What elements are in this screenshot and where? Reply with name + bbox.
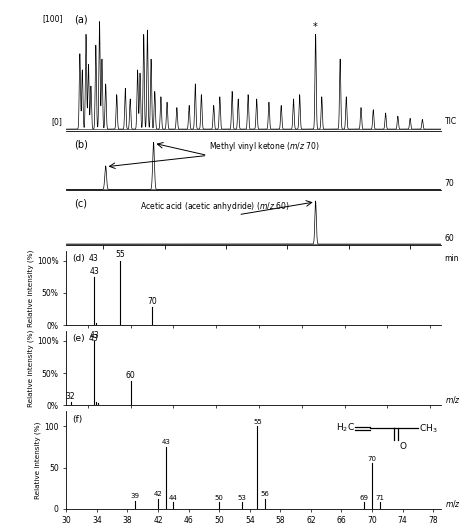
Text: 70: 70	[147, 297, 157, 306]
Text: 44: 44	[169, 494, 178, 500]
Y-axis label: Relative intensity (%): Relative intensity (%)	[28, 250, 34, 327]
Text: 71: 71	[375, 494, 384, 500]
Text: *: *	[313, 22, 318, 32]
Text: 69: 69	[360, 494, 369, 500]
Text: 39: 39	[131, 493, 140, 499]
Y-axis label: Relative intensity (%): Relative intensity (%)	[35, 421, 41, 499]
Text: 70: 70	[367, 456, 376, 462]
Text: 43: 43	[89, 334, 99, 343]
Text: $m/z$: $m/z$	[445, 394, 461, 405]
Text: 60: 60	[126, 370, 136, 379]
Text: (f): (f)	[72, 416, 82, 425]
Text: 43: 43	[89, 254, 99, 263]
Text: [100]: [100]	[42, 14, 63, 23]
Text: 43: 43	[161, 439, 170, 445]
Text: Acetic acid (acetic anhydride) ($m/z$ 60): Acetic acid (acetic anhydride) ($m/z$ 60…	[140, 200, 290, 213]
Text: (b): (b)	[74, 139, 88, 149]
Text: 32: 32	[66, 392, 75, 401]
Text: (a): (a)	[74, 14, 88, 24]
Text: min: min	[445, 253, 459, 262]
Text: 60: 60	[445, 234, 454, 243]
Text: TIC: TIC	[445, 118, 456, 127]
Text: (d): (d)	[72, 254, 85, 263]
Text: [0]: [0]	[52, 118, 63, 127]
Text: 43: 43	[89, 267, 99, 276]
Text: Methyl vinyl ketone ($m/z$ 70): Methyl vinyl ketone ($m/z$ 70)	[209, 140, 319, 153]
Text: 43: 43	[89, 331, 99, 340]
Text: 55: 55	[253, 419, 262, 425]
Text: 55: 55	[115, 251, 125, 260]
Y-axis label: Relative intensity (%): Relative intensity (%)	[28, 330, 34, 407]
Text: 53: 53	[237, 494, 246, 500]
Text: 56: 56	[261, 491, 270, 497]
Text: 50: 50	[215, 494, 224, 500]
Text: 42: 42	[154, 491, 163, 497]
Text: $m/z$: $m/z$	[445, 498, 461, 509]
Text: (c): (c)	[74, 198, 87, 208]
Text: (e): (e)	[72, 334, 84, 343]
Text: 70: 70	[445, 179, 454, 188]
